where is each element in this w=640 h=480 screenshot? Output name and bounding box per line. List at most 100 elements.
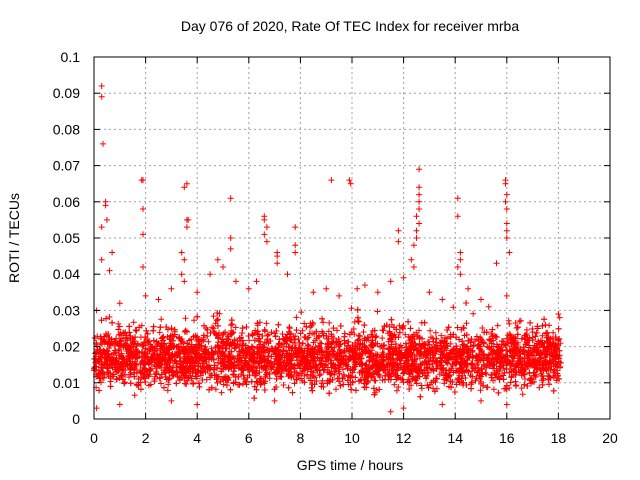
data-point-marker (506, 331, 513, 337)
data-point-marker (306, 361, 313, 367)
data-point-marker (487, 351, 494, 358)
data-point-marker (408, 382, 415, 389)
data-point-marker (430, 365, 437, 372)
data-point-marker (320, 319, 327, 326)
data-point-marker (519, 391, 526, 398)
data-point-marker (500, 362, 507, 369)
data-point-marker (310, 369, 316, 376)
data-point-marker (104, 340, 111, 347)
data-point-marker (514, 324, 521, 331)
data-point-marker (313, 335, 320, 342)
data-point-marker (129, 361, 136, 368)
data-point-marker (135, 375, 142, 382)
data-point-marker (538, 339, 545, 346)
data-point-marker (333, 386, 339, 393)
data-point-marker (371, 391, 378, 398)
data-point-marker (249, 344, 256, 351)
data-point-marker (370, 385, 377, 392)
data-point-marker (427, 327, 434, 334)
data-point-marker (142, 345, 149, 352)
data-point-marker (228, 348, 235, 355)
data-point-marker (334, 327, 340, 334)
data-point-marker (273, 328, 280, 334)
data-point-marker (444, 327, 451, 333)
data-point-marker (495, 389, 502, 396)
data-point-marker (449, 379, 456, 385)
data-point-marker (150, 323, 157, 330)
data-point-marker (199, 360, 206, 367)
data-point-marker (314, 366, 321, 373)
data-point-marker (276, 340, 283, 347)
data-point-marker (337, 349, 344, 356)
data-point-marker (379, 327, 386, 334)
data-point-marker (176, 347, 183, 354)
data-point-marker (253, 370, 260, 377)
data-point-marker (352, 363, 359, 370)
data-point-marker (188, 341, 195, 348)
data-point-marker (364, 334, 371, 341)
data-point-marker (510, 346, 517, 353)
data-point-marker (539, 322, 546, 329)
data-point-marker (370, 371, 376, 378)
data-point-marker (447, 334, 454, 341)
data-point-marker (350, 326, 357, 332)
data-point-marker (298, 309, 305, 316)
data-point-marker (521, 381, 528, 388)
data-point-marker (458, 375, 465, 382)
data-point-marker (325, 328, 332, 335)
data-point-marker (272, 345, 279, 352)
data-point-marker (131, 392, 138, 399)
data-point-marker (106, 361, 113, 368)
data-point-marker (413, 380, 420, 387)
data-point-marker (489, 326, 496, 333)
data-point-marker (242, 342, 249, 349)
data-point-marker (461, 325, 467, 332)
data-point-marker (499, 359, 506, 365)
data-point-marker (363, 373, 370, 380)
data-point-marker (348, 386, 355, 393)
data-point-marker (130, 319, 137, 326)
data-point-marker (424, 364, 431, 371)
data-point-marker (168, 325, 175, 332)
data-point-marker (524, 362, 531, 369)
data-point-marker (504, 352, 511, 359)
data-point-marker (429, 361, 436, 367)
data-point-marker (292, 333, 299, 340)
data-point-marker (153, 371, 160, 378)
data-point-marker (224, 356, 231, 363)
data-point-marker (288, 345, 295, 352)
data-point-marker (165, 367, 171, 374)
data-point-marker (528, 380, 534, 387)
data-point-marker (434, 344, 441, 351)
data-point-marker (99, 351, 105, 358)
data-point-marker (223, 382, 230, 389)
data-point-marker (329, 338, 335, 345)
data-point-marker (263, 320, 270, 327)
data-point-marker (276, 356, 283, 363)
data-point-marker (380, 367, 387, 374)
data-point-marker (190, 380, 197, 387)
data-point-marker (357, 340, 364, 347)
data-point-marker (195, 380, 202, 387)
data-point-marker (345, 381, 352, 388)
data-point-marker (443, 335, 450, 342)
data-point-marker (166, 375, 173, 382)
data-point-marker (404, 346, 411, 353)
data-point-marker (361, 380, 367, 387)
data-point-marker (408, 339, 415, 346)
data-point-marker (313, 328, 320, 335)
data-point-marker (421, 349, 428, 356)
data-point-marker (344, 377, 351, 384)
data-point-marker (239, 366, 245, 372)
data-point-marker (392, 347, 399, 354)
data-point-marker (174, 373, 181, 380)
data-point-marker (505, 357, 512, 364)
data-point-marker (335, 362, 342, 369)
data-point-marker (170, 363, 177, 369)
data-point-marker (285, 384, 292, 391)
data-point-marker (125, 355, 132, 362)
data-point-marker (532, 333, 539, 340)
data-point-marker (474, 357, 481, 364)
data-point-marker (503, 335, 510, 342)
data-point-marker (515, 347, 522, 354)
